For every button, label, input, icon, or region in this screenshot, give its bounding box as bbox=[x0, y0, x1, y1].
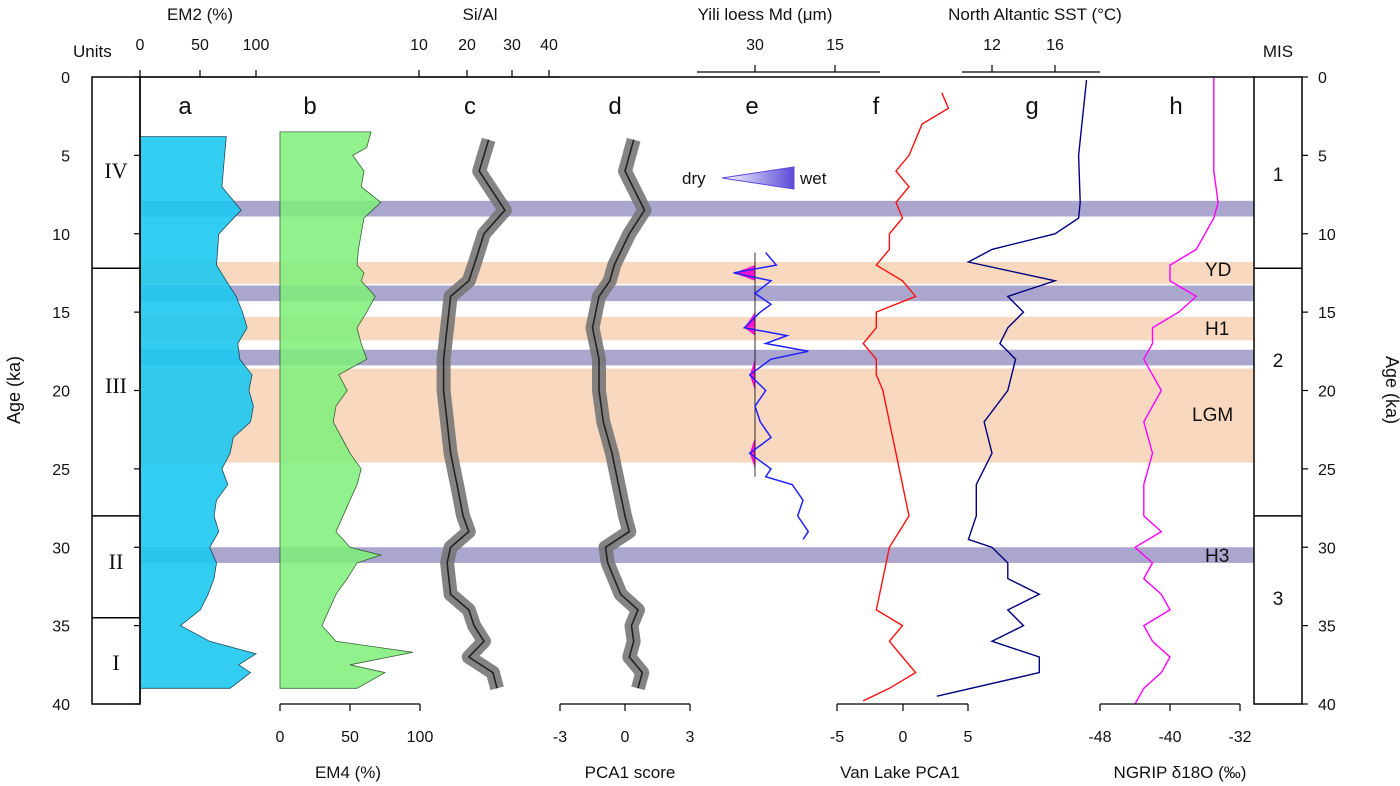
vanlake-tick-0: 0 bbox=[899, 729, 908, 746]
yili-dry-fill-2 bbox=[733, 265, 755, 273]
yili-tick-30: 30 bbox=[746, 37, 764, 54]
mis-label-1: 1 bbox=[1273, 165, 1284, 186]
em2-area bbox=[139, 136, 257, 689]
em4-tick-100: 100 bbox=[407, 729, 434, 746]
sst-tick-12: 12 bbox=[983, 37, 1001, 54]
age-tick-label-left-0: 0 bbox=[61, 70, 70, 87]
age-tick-label-left-30: 30 bbox=[52, 540, 70, 557]
em2-tick-50: 50 bbox=[191, 37, 209, 54]
event-label-h3: H3 bbox=[1205, 546, 1229, 567]
vanlake-tick-5: 5 bbox=[964, 729, 973, 746]
wet-band-1 bbox=[140, 285, 1254, 302]
ngrip-tick-minus40: -40 bbox=[1158, 729, 1181, 746]
pca1-tick-3: 3 bbox=[686, 729, 695, 746]
ngrip-tick-minus32: -32 bbox=[1228, 729, 1251, 746]
sst-tick-16: 16 bbox=[1046, 37, 1064, 54]
vanlake-tick-minus5: -5 bbox=[830, 729, 844, 746]
yili-tick-15: 15 bbox=[826, 37, 844, 54]
yili-dry-fill-7 bbox=[744, 312, 755, 328]
sst-line bbox=[936, 80, 1088, 697]
wet-band-2 bbox=[140, 349, 1254, 366]
sial-line bbox=[442, 139, 506, 689]
panel-letter-e: e bbox=[745, 93, 758, 120]
sial-tick-20: 20 bbox=[458, 37, 476, 54]
age-tick-label-right-20: 20 bbox=[1318, 384, 1336, 401]
age-tick-label-right-5: 5 bbox=[1318, 148, 1327, 165]
unit-label-II: II bbox=[109, 549, 124, 574]
age-tick-label-right-0: 0 bbox=[1318, 70, 1327, 87]
em4-tick-50: 50 bbox=[341, 729, 359, 746]
age-tick-label-left-15: 15 bbox=[52, 305, 70, 322]
em2-tick-0: 0 bbox=[136, 37, 145, 54]
ngrip-tick-minus48: -48 bbox=[1088, 729, 1111, 746]
sial-axis-title: Si/Al bbox=[463, 5, 498, 24]
yili-dry-fill-17 bbox=[749, 437, 755, 454]
mis-label-3: 3 bbox=[1273, 589, 1284, 610]
sial-tick-40: 40 bbox=[540, 37, 558, 54]
yili-dry-fill-12 bbox=[749, 359, 755, 375]
yili-dry-fill-18 bbox=[749, 453, 755, 469]
age-tick-label-left-5: 5 bbox=[61, 148, 70, 165]
unit-label-I: I bbox=[112, 650, 119, 675]
panel-letter-b: b bbox=[303, 93, 316, 120]
pca1-axis-title: PCA1 score bbox=[585, 763, 676, 782]
age-tick-label-right-35: 35 bbox=[1318, 619, 1336, 636]
em2-axis-title: EM2 (%) bbox=[167, 5, 233, 24]
cold-band-1 bbox=[140, 316, 1254, 341]
legend-wet-label: wet bbox=[799, 169, 827, 188]
age-tick-label-left-10: 10 bbox=[52, 227, 70, 244]
units-header: Units bbox=[73, 42, 112, 61]
age-tick-label-right-40: 40 bbox=[1318, 697, 1336, 714]
legend-dry-label: dry bbox=[682, 169, 706, 188]
pca1-line bbox=[591, 139, 646, 689]
panel-letter-d: d bbox=[608, 93, 621, 120]
panel-letter-c: c bbox=[464, 93, 476, 120]
panel-letter-g: g bbox=[1025, 93, 1038, 120]
dry-wet-legend-wedge bbox=[721, 166, 795, 190]
yili-dry-fill-3 bbox=[733, 272, 755, 281]
cold-band-0 bbox=[140, 261, 1254, 284]
age-axis-title-left: Age (ka) bbox=[4, 356, 24, 424]
vanlake-line bbox=[862, 92, 950, 702]
age-tick-label-right-30: 30 bbox=[1318, 540, 1336, 557]
event-label-yd: YD bbox=[1205, 260, 1231, 281]
sst-axis-title: North Altantic SST (°C) bbox=[948, 5, 1122, 24]
mis-label-2: 2 bbox=[1273, 351, 1284, 372]
panel-letter-a: a bbox=[178, 93, 192, 120]
sial-tick-30: 30 bbox=[503, 37, 521, 54]
event-label-lgm: LGM bbox=[1192, 405, 1233, 426]
age-tick-label-right-25: 25 bbox=[1318, 462, 1336, 479]
chart-marks bbox=[139, 77, 1219, 705]
age-axis-title-right: Age (ka) bbox=[1382, 356, 1400, 424]
em4-axis-title: EM4 (%) bbox=[315, 763, 381, 782]
age-tick-label-right-15: 15 bbox=[1318, 305, 1336, 322]
age-tick-label-left-35: 35 bbox=[52, 619, 70, 636]
age-tick-label-left-25: 25 bbox=[52, 462, 70, 479]
panel-letter-h: h bbox=[1169, 93, 1182, 120]
unit-label-IV: IV bbox=[104, 158, 127, 183]
em2-tick-100: 100 bbox=[243, 37, 270, 54]
event-label-h1: H1 bbox=[1205, 319, 1229, 340]
yili-axis-title: Yili loess Md (μm) bbox=[698, 5, 833, 24]
pca1-tick-minus3: -3 bbox=[553, 729, 567, 746]
em4-area bbox=[279, 131, 414, 689]
sial-tick-10: 10 bbox=[410, 37, 428, 54]
age-tick-label-right-10: 10 bbox=[1318, 227, 1336, 244]
em4-tick-0: 0 bbox=[276, 729, 285, 746]
wet-band-0 bbox=[140, 200, 1254, 217]
ngrip-axis-title: NGRIP δ18O (‰) bbox=[1114, 763, 1247, 782]
wet-band-3 bbox=[140, 547, 1254, 563]
age-tick-label-left-20: 20 bbox=[52, 384, 70, 401]
pca1-tick-0: 0 bbox=[621, 729, 630, 746]
yili-line bbox=[733, 252, 810, 540]
age-tick-label-left-40: 40 bbox=[52, 697, 70, 714]
mis-header: MIS bbox=[1263, 42, 1293, 61]
ngrip-line bbox=[1133, 77, 1219, 705]
vanlake-axis-title: Van Lake PCA1 bbox=[840, 763, 960, 782]
unit-label-III: III bbox=[105, 373, 127, 398]
panel-letter-f: f bbox=[873, 93, 880, 120]
